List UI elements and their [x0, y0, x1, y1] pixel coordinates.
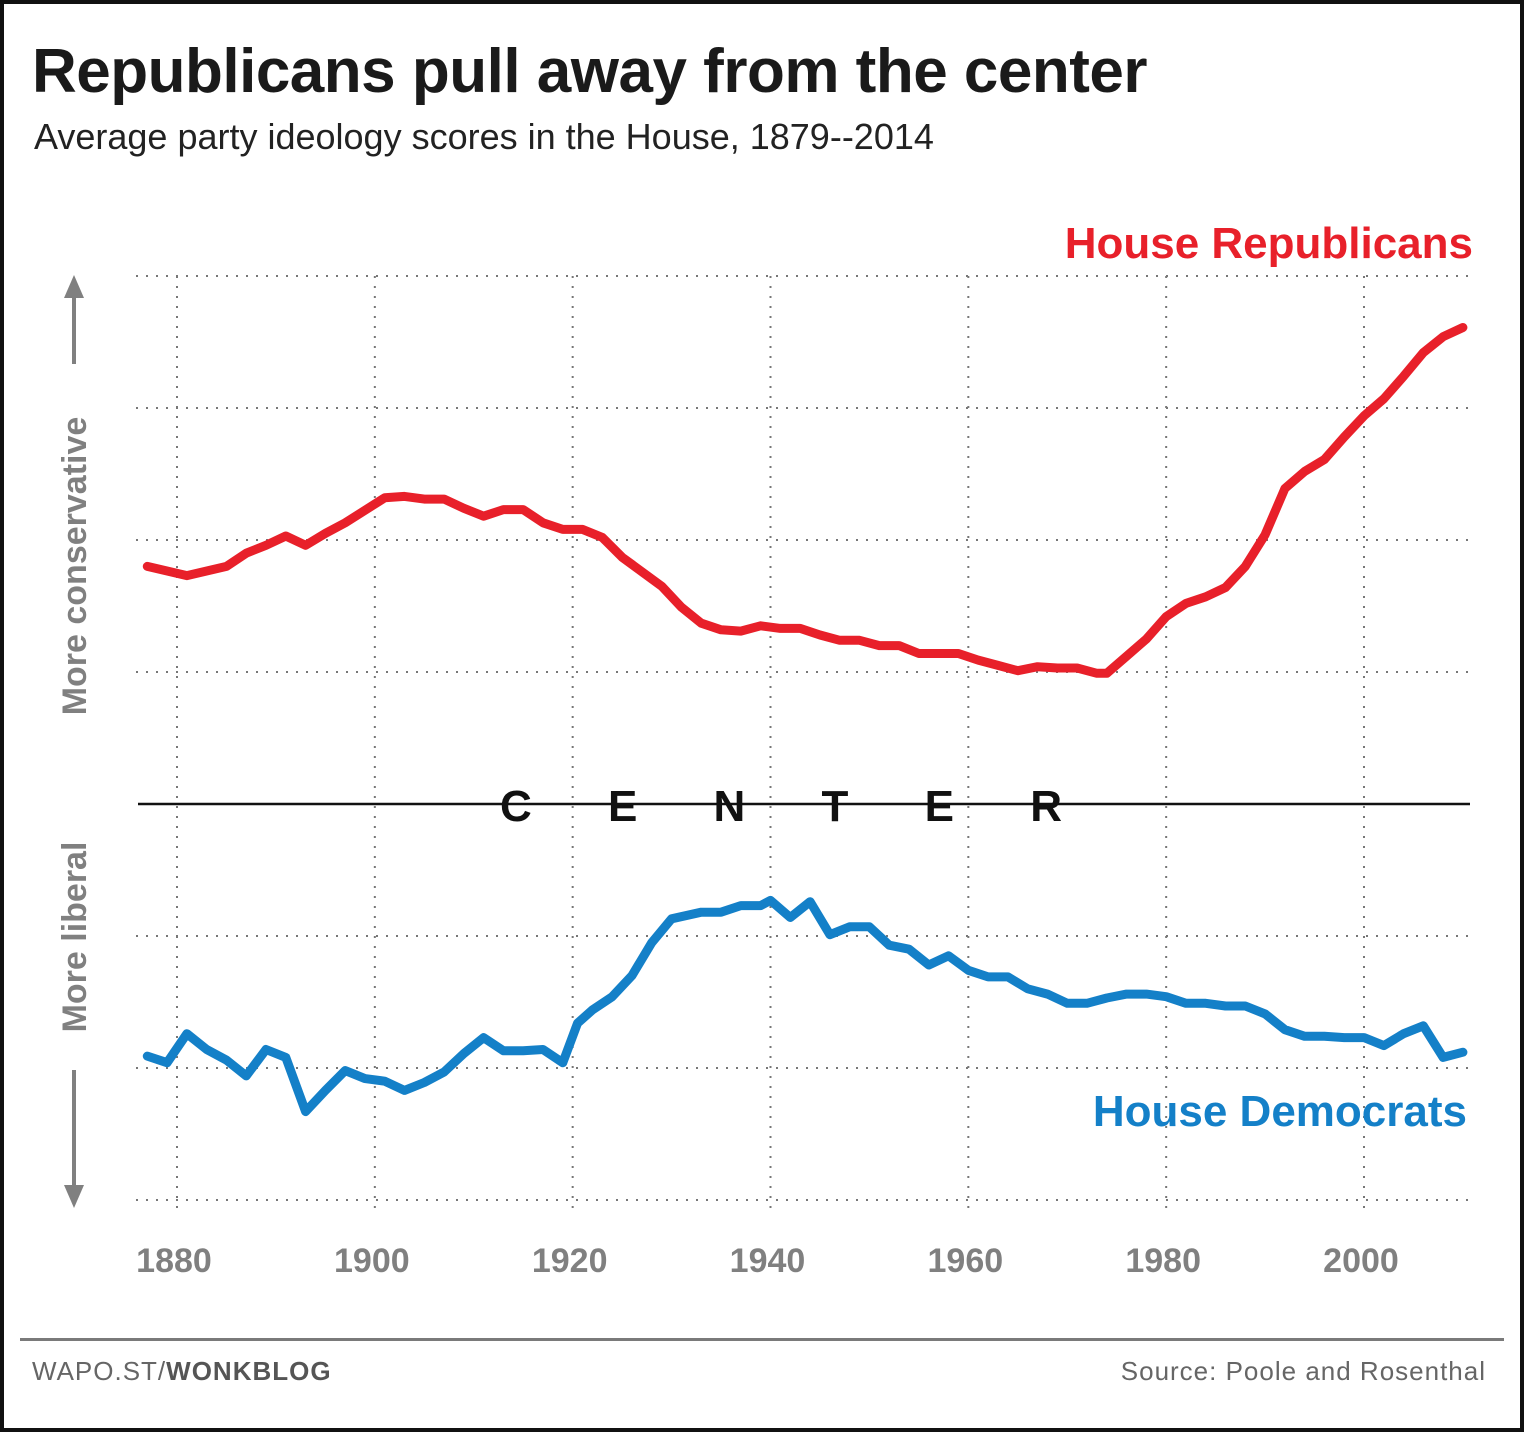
footer-brand: WAPO.ST/WONKBLOG	[32, 1356, 332, 1387]
series-line-house-republicans	[142, 323, 1468, 678]
source-note: Source: Poole and Rosenthal	[1120, 1356, 1486, 1386]
x-tick-label: 1880	[136, 1242, 212, 1280]
x-tick-label: 1940	[730, 1242, 806, 1280]
x-tick-label: 1960	[928, 1242, 1004, 1280]
axis-label-more-conservative: More conservative	[56, 417, 94, 716]
x-axis-tick-labels: 1880 1900 1920 1940 1960 1980 2000	[136, 1242, 1399, 1280]
legend-label-house-republicans: House Republicans	[1065, 219, 1473, 268]
vertical-gridlines	[176, 276, 1365, 1214]
more-liberal-indicator: More liberal	[56, 842, 94, 1208]
axis-label-more-liberal: More liberal	[56, 842, 94, 1033]
chart-subtitle: Average party ideology scores in the Hou…	[34, 116, 934, 157]
series-line-house-democrats	[142, 895, 1468, 1117]
brand-name: WONKBLOG	[166, 1356, 332, 1386]
center-label: C E N T E R	[500, 782, 1094, 831]
up-arrowhead-icon	[64, 275, 84, 298]
x-tick-label: 1920	[532, 1242, 608, 1280]
x-tick-label: 1980	[1125, 1242, 1201, 1280]
horizontal-gridlines	[136, 275, 1470, 1201]
down-arrowhead-icon	[64, 1185, 84, 1208]
legend-label-house-democrats: House Democrats	[1093, 1087, 1467, 1136]
brand-prefix: WAPO.ST/	[32, 1356, 167, 1386]
x-tick-label: 2000	[1323, 1242, 1399, 1280]
more-conservative-indicator: More conservative	[56, 275, 94, 715]
footer-divider	[20, 1338, 1504, 1341]
chart-title: Republicans pull away from the center	[32, 37, 1148, 106]
x-tick-label: 1900	[334, 1242, 410, 1280]
